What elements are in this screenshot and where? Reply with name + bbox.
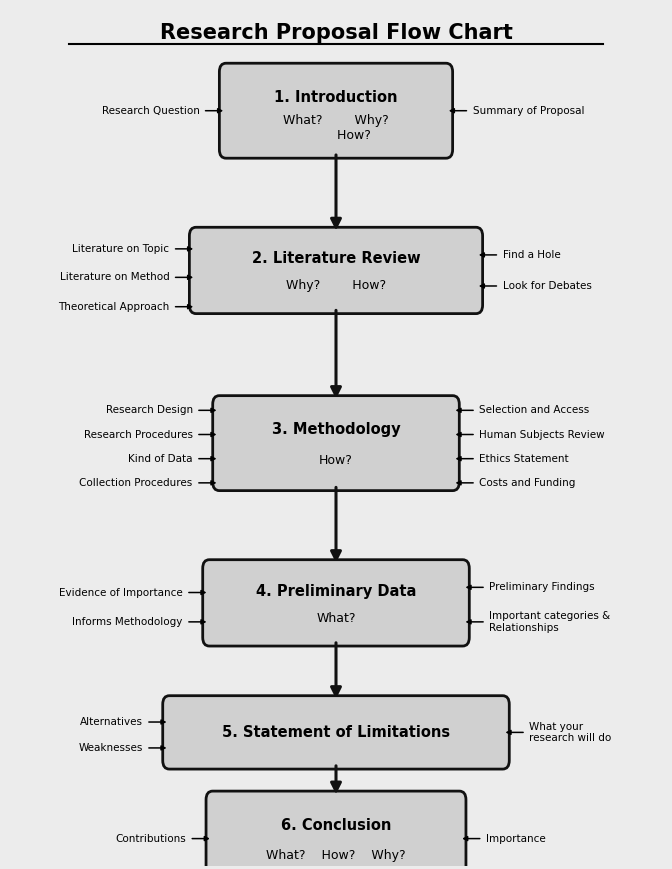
Text: How?: How? bbox=[319, 454, 353, 467]
Text: What?: What? bbox=[317, 612, 355, 625]
FancyBboxPatch shape bbox=[206, 791, 466, 869]
Text: What?        Why?
         How?: What? Why? How? bbox=[283, 114, 389, 142]
Text: Research Question: Research Question bbox=[101, 106, 200, 116]
Text: 2. Literature Review: 2. Literature Review bbox=[252, 251, 420, 266]
Text: Research Design: Research Design bbox=[106, 405, 193, 415]
Text: Literature on Method: Literature on Method bbox=[60, 272, 169, 282]
Text: Why?        How?: Why? How? bbox=[286, 279, 386, 292]
Text: Evidence of Importance: Evidence of Importance bbox=[59, 587, 183, 598]
Text: What your
research will do: What your research will do bbox=[530, 721, 612, 743]
Text: Summary of Proposal: Summary of Proposal bbox=[472, 106, 584, 116]
Text: Weaknesses: Weaknesses bbox=[79, 743, 142, 753]
Text: 5. Statement of Limitations: 5. Statement of Limitations bbox=[222, 725, 450, 740]
Text: Theoretical Approach: Theoretical Approach bbox=[58, 302, 169, 312]
Text: Literature on Topic: Literature on Topic bbox=[73, 244, 169, 254]
Text: Preliminary Findings: Preliminary Findings bbox=[489, 582, 595, 593]
FancyBboxPatch shape bbox=[219, 63, 453, 158]
Text: 6. Conclusion: 6. Conclusion bbox=[281, 818, 391, 833]
Text: Find a Hole: Find a Hole bbox=[503, 250, 560, 260]
Text: Research Procedures: Research Procedures bbox=[84, 429, 193, 440]
Text: Collection Procedures: Collection Procedures bbox=[79, 478, 193, 488]
Text: Important categories &
Relationships: Important categories & Relationships bbox=[489, 611, 611, 633]
Text: Alternatives: Alternatives bbox=[80, 717, 142, 727]
Text: Kind of Data: Kind of Data bbox=[128, 454, 193, 464]
Text: Contributions: Contributions bbox=[116, 833, 186, 844]
Text: Costs and Funding: Costs and Funding bbox=[479, 478, 576, 488]
Text: 3. Methodology: 3. Methodology bbox=[271, 422, 401, 437]
Text: Selection and Access: Selection and Access bbox=[479, 405, 589, 415]
Text: Informs Methodology: Informs Methodology bbox=[73, 617, 183, 627]
Text: 1. Introduction: 1. Introduction bbox=[274, 90, 398, 105]
FancyBboxPatch shape bbox=[213, 395, 459, 491]
FancyBboxPatch shape bbox=[203, 560, 469, 646]
Text: Human Subjects Review: Human Subjects Review bbox=[479, 429, 605, 440]
Text: Importance: Importance bbox=[486, 833, 546, 844]
Text: What?    How?    Why?: What? How? Why? bbox=[266, 849, 406, 862]
FancyBboxPatch shape bbox=[163, 696, 509, 769]
FancyBboxPatch shape bbox=[190, 228, 482, 314]
Text: 4. Preliminary Data: 4. Preliminary Data bbox=[256, 584, 416, 599]
Text: Ethics Statement: Ethics Statement bbox=[479, 454, 569, 464]
Text: Look for Debates: Look for Debates bbox=[503, 281, 591, 291]
Text: Research Proposal Flow Chart: Research Proposal Flow Chart bbox=[159, 23, 513, 43]
